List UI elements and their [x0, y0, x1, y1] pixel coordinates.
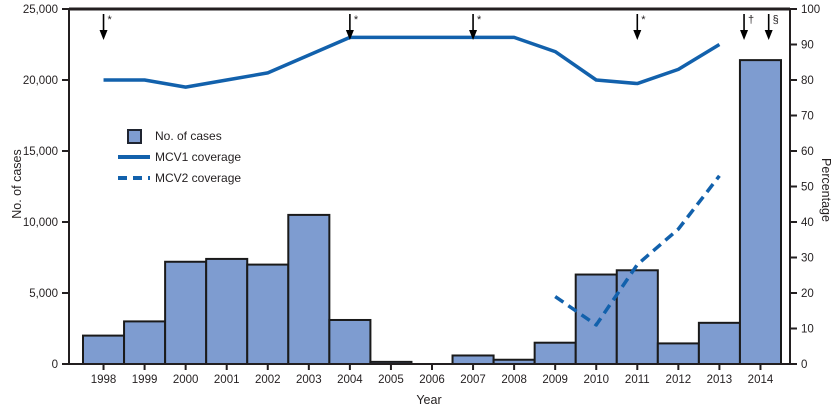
- x-tick-label: 2008: [501, 374, 527, 386]
- x-tick-label: 1999: [132, 374, 158, 386]
- solid-line-swatch-icon: [118, 155, 150, 159]
- y-right-tick-label: 30: [801, 253, 814, 265]
- cases-swatch-column: [118, 128, 150, 144]
- legend-label-mcv1: MCV1 coverage: [155, 150, 242, 164]
- annotation-symbol: §: [773, 14, 779, 26]
- y-right-tick-label: 50: [801, 182, 814, 194]
- x-tick-label: 2009: [542, 374, 568, 386]
- mcv2-coverage-line: [554, 174, 721, 327]
- annotation-symbol: *: [354, 14, 359, 26]
- annotation-arrow-head: [764, 30, 773, 40]
- bar-2003: [287, 213, 331, 365]
- annotation-symbol: *: [641, 14, 646, 26]
- chart-legend: No. of cases MCV1 coverage MCV2 coverage: [118, 128, 241, 185]
- annotation-arrow-head: [99, 30, 108, 40]
- y-left-tick-label: 5,000: [29, 288, 58, 300]
- bar-2002: [246, 263, 290, 366]
- bar-2001: [205, 257, 249, 366]
- x-tick-label: 2012: [666, 374, 692, 386]
- y-left-tick-label: 20,000: [23, 75, 58, 87]
- mcv1-coverage-line: [103, 35, 721, 89]
- y-right-tick-label: 60: [801, 146, 814, 158]
- y-right-tick-label: 100: [801, 4, 820, 16]
- x-tick-label: 2004: [337, 374, 363, 386]
- x-tick-label: 2006: [419, 374, 445, 386]
- bar-2014: [738, 59, 782, 366]
- annotation-arrow-head: [633, 30, 642, 40]
- y-right-tick-label: 0: [801, 359, 807, 371]
- y-right-tick-label: 90: [801, 40, 814, 52]
- y-left-tick-label: 10,000: [23, 217, 58, 229]
- x-tick-label: 2007: [460, 374, 486, 386]
- y-left-tick-label: 25,000: [23, 4, 58, 16]
- x-tick-label: 2013: [707, 374, 733, 386]
- annotation-arrow-head: [345, 30, 354, 40]
- x-tick-label: 2000: [173, 374, 199, 386]
- bar-swatch-icon: [126, 128, 142, 144]
- y-axis-title-right: Percentage: [819, 158, 833, 222]
- y-right-tick-label: 70: [801, 111, 814, 123]
- legend-item-mcv1: MCV1 coverage: [118, 150, 241, 164]
- x-tick-label: 1998: [91, 374, 117, 386]
- x-tick-label: 2003: [296, 374, 322, 386]
- mcv2-swatch-column: [118, 176, 150, 180]
- annotation-symbol: *: [108, 14, 113, 26]
- annotation-symbol: *: [477, 14, 482, 26]
- x-axis-title: Year: [416, 393, 442, 407]
- x-tick-label: 2014: [748, 374, 774, 386]
- bar-2013: [697, 321, 741, 366]
- bar-1999: [123, 320, 167, 365]
- y-axis-title-left: No. of cases: [10, 149, 24, 219]
- mcv1-swatch-column: [118, 155, 150, 159]
- legend-label-cases: No. of cases: [155, 129, 222, 143]
- y-right-tick-label: 40: [801, 217, 814, 229]
- y-right-tick-label: 20: [801, 288, 814, 300]
- x-tick-label: 2001: [214, 374, 240, 386]
- y-left-tick-label: 0: [52, 359, 58, 371]
- x-tick-label: 2011: [625, 374, 650, 386]
- y-right-tick-label: 10: [801, 324, 814, 336]
- y-left-tick-label: 15,000: [23, 146, 58, 158]
- x-tick-label: 2010: [583, 374, 609, 386]
- bar-2009: [533, 341, 577, 366]
- legend-item-cases: No. of cases: [118, 128, 241, 144]
- bar-2004: [328, 318, 372, 366]
- x-tick-label: 2005: [378, 374, 404, 386]
- y-right-tick-label: 80: [801, 75, 814, 87]
- bar-2000: [164, 260, 208, 366]
- x-tick-label: 2002: [255, 374, 281, 386]
- bar-2007: [451, 354, 495, 366]
- bar-2012: [656, 342, 700, 366]
- bar-2010: [574, 273, 618, 366]
- annotation-symbol: †: [748, 14, 754, 26]
- annotation-arrow-head: [740, 30, 749, 40]
- legend-item-mcv2: MCV2 coverage: [118, 171, 241, 185]
- annotation-arrow-head: [469, 30, 478, 40]
- dashed-line-swatch-icon: [118, 176, 150, 180]
- bar-1998: [82, 334, 126, 366]
- legend-label-mcv2: MCV2 coverage: [155, 171, 242, 185]
